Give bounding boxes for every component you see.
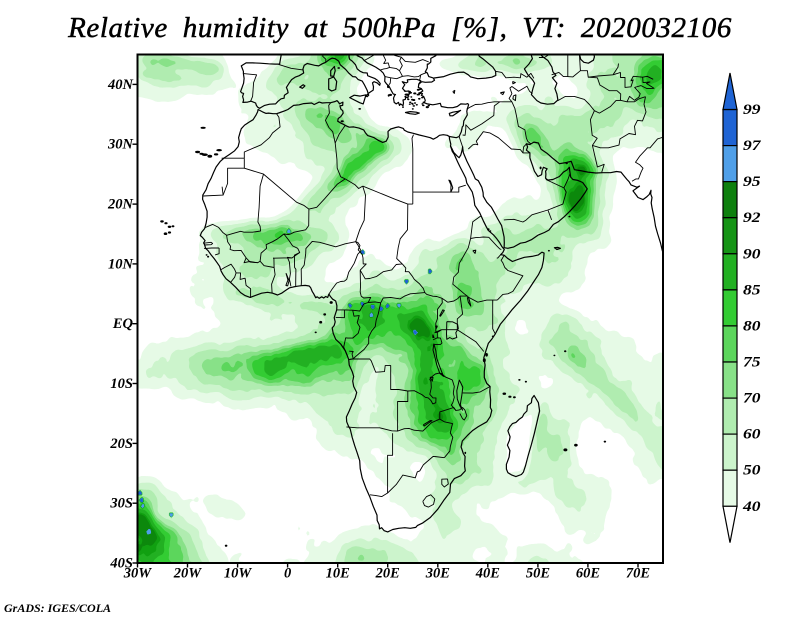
svg-text:20E: 20E: [375, 566, 401, 582]
svg-text:30S: 30S: [109, 496, 133, 512]
svg-text:40E: 40E: [475, 566, 501, 582]
svg-text:30E: 30E: [425, 566, 451, 582]
svg-text:20N: 20N: [107, 197, 134, 213]
svg-text:10W: 10W: [224, 566, 253, 582]
svg-text:40: 40: [742, 499, 761, 515]
svg-text:40N: 40N: [107, 77, 134, 93]
svg-text:75: 75: [743, 355, 761, 371]
svg-text:50E: 50E: [526, 566, 551, 582]
svg-text:10S: 10S: [110, 376, 133, 392]
svg-text:80: 80: [743, 318, 761, 334]
svg-text:92: 92: [743, 210, 761, 226]
svg-text:60: 60: [743, 427, 761, 443]
svg-text:EQ: EQ: [112, 316, 134, 332]
svg-text:95: 95: [743, 174, 761, 190]
svg-text:20S: 20S: [109, 436, 133, 452]
svg-text:70: 70: [743, 391, 761, 407]
svg-text:97: 97: [743, 138, 761, 154]
svg-text:30W: 30W: [123, 566, 153, 582]
svg-text:60E: 60E: [576, 566, 601, 582]
svg-text:0: 0: [284, 566, 291, 582]
svg-text:40S: 40S: [109, 556, 133, 572]
svg-text:50: 50: [743, 463, 761, 479]
svg-text:30N: 30N: [107, 137, 134, 153]
svg-text:20W: 20W: [173, 566, 203, 582]
svg-text:70E: 70E: [626, 566, 651, 582]
svg-text:10N: 10N: [108, 256, 134, 272]
svg-text:90: 90: [743, 246, 761, 262]
svg-text:85: 85: [743, 282, 761, 298]
svg-text:10E: 10E: [326, 566, 351, 582]
svg-text:99: 99: [743, 102, 761, 118]
